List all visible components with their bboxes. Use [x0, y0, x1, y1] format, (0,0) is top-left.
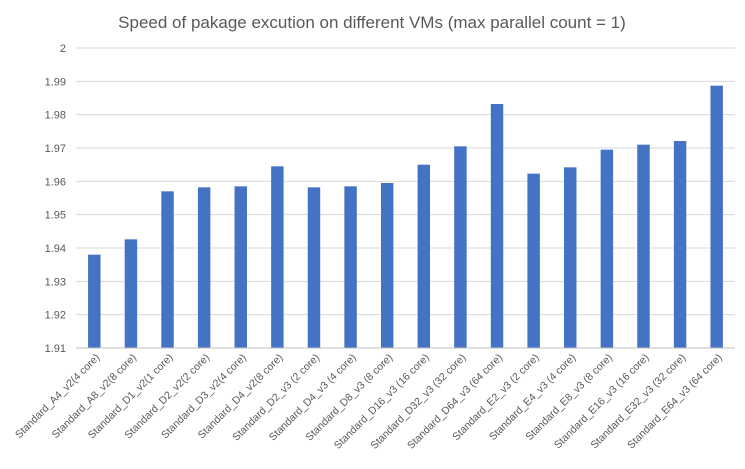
bar — [564, 167, 577, 348]
bar — [490, 104, 504, 348]
y-tick-label: 1.96 — [45, 176, 66, 188]
y-tick-label: 1.95 — [45, 210, 66, 222]
y-tick-label: 1.97 — [45, 143, 66, 155]
bar — [527, 173, 540, 348]
bar — [344, 186, 357, 348]
y-tick-label: 1.94 — [45, 243, 66, 255]
y-tick-label: 1.99 — [45, 76, 66, 88]
bar — [307, 187, 321, 348]
bar — [197, 187, 211, 348]
bar — [271, 166, 284, 348]
bar — [124, 239, 138, 348]
gridlines — [76, 47, 735, 316]
bar — [161, 191, 174, 348]
bar — [454, 146, 467, 348]
y-tick-label: 1.98 — [45, 110, 66, 122]
bar — [637, 144, 650, 348]
chart-title: Speed of pakage excution on different VM… — [118, 13, 626, 32]
bars — [88, 85, 723, 349]
bar — [380, 183, 394, 348]
bar — [600, 149, 614, 348]
bar — [710, 85, 723, 349]
x-axis-tick-labels: Standard_A4_v2(4 core)Standard_A8_v2(8 c… — [13, 352, 725, 452]
y-axis-tick-labels: 1.91 1.92 1.93 1.94 1.95 1.96 1.97 1.98 1.99 2 — [45, 43, 66, 355]
y-tick-label: 1.93 — [45, 276, 66, 288]
bar — [417, 164, 431, 348]
bar — [88, 254, 101, 348]
y-tick-label: 1.92 — [45, 310, 66, 322]
bar — [673, 141, 687, 348]
bar — [234, 186, 247, 348]
y-tick-label: 1.91 — [45, 343, 66, 355]
y-tick-label: 2 — [60, 43, 66, 55]
